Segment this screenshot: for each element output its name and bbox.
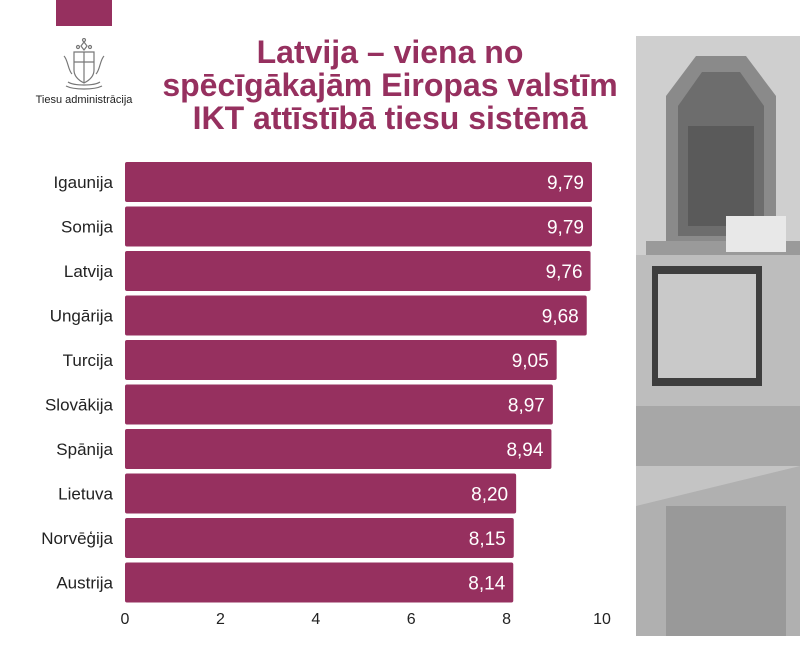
x-tick-label: 6 (407, 611, 416, 628)
category-label: Igaunija (53, 173, 113, 192)
bar (125, 518, 514, 558)
accent-bar (56, 0, 112, 26)
bar (125, 340, 557, 380)
data-label: 8,94 (506, 440, 543, 461)
org-name: Tiesu administrācija (35, 94, 133, 106)
bar (125, 384, 553, 425)
data-label: 9,79 (547, 173, 584, 194)
bar (125, 473, 517, 514)
page-title: Latvija – viena no spēcīgākajām Eiropas … (160, 36, 620, 135)
category-label: Spānija (56, 440, 113, 459)
category-label: Somija (61, 218, 114, 237)
x-tick-label: 0 (121, 611, 130, 628)
category-label: Lietuva (58, 485, 113, 504)
title-line: Latvija – viena no (256, 34, 524, 70)
data-label: 8,15 (469, 529, 506, 550)
x-tick-label: 4 (311, 611, 320, 628)
logo: Tiesu administrācija (28, 38, 140, 106)
bar (125, 251, 591, 291)
title-line: spēcīgākajām Eiropas valstīm (162, 67, 618, 103)
data-label: 9,05 (512, 351, 549, 372)
x-tick-label: 8 (502, 611, 511, 628)
category-label: Slovākija (45, 396, 114, 415)
title-line: IKT attīstībā tiesu sistēmā (192, 100, 588, 136)
category-label: Austrija (56, 574, 113, 593)
x-tick-label: 2 (216, 611, 225, 628)
data-label: 9,79 (547, 218, 584, 239)
bar (125, 295, 587, 336)
data-label: 9,68 (542, 307, 579, 328)
category-label: Latvija (64, 262, 114, 281)
courtroom-photo (636, 36, 800, 636)
data-label: 8,20 (471, 485, 508, 506)
bar (125, 429, 552, 469)
coat-of-arms-icon (63, 38, 105, 90)
bar (125, 206, 592, 247)
category-label: Ungārija (50, 307, 114, 326)
bar (125, 162, 592, 202)
data-label: 8,14 (468, 574, 505, 595)
x-tick-label: 10 (593, 611, 611, 628)
category-label: Turcija (63, 351, 114, 370)
category-label: Norvēģija (41, 529, 113, 548)
data-label: 9,76 (546, 262, 583, 283)
bar (125, 562, 514, 603)
data-label: 8,97 (508, 396, 545, 417)
